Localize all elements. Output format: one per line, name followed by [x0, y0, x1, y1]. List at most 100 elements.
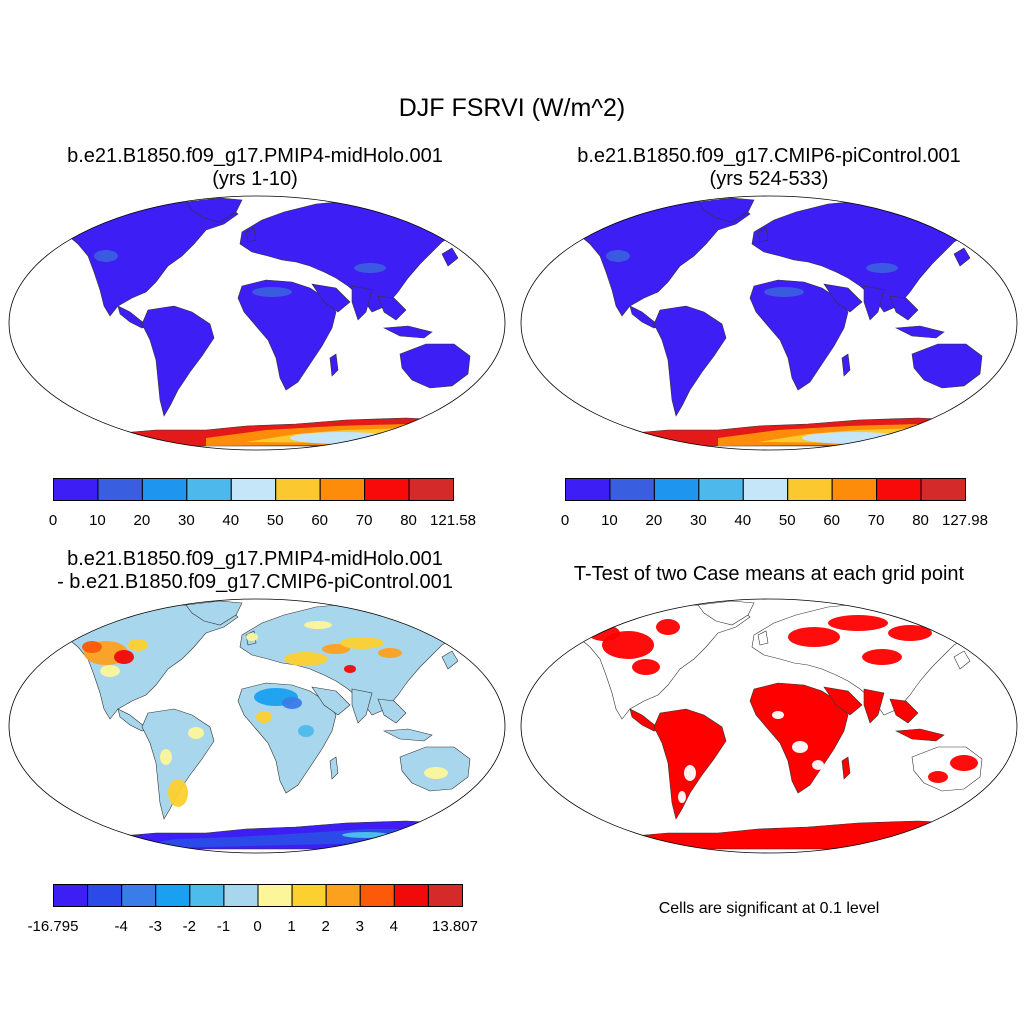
land-newZealand — [995, 383, 1005, 405]
patch-central-asia — [866, 263, 898, 273]
sig-japan — [953, 650, 971, 670]
land-newZealand — [483, 786, 493, 808]
land-australia — [911, 343, 983, 389]
panel-4-title: T-Test of two Case means at each grid po… — [514, 563, 1024, 586]
sig-uk — [757, 630, 769, 646]
panel-4-title-line1: T-Test of two Case means at each grid po… — [573, 563, 965, 585]
land-seAsia — [377, 295, 407, 321]
colorbar-panel-1-labels: 0 10 20 30 40 50 60 70 80 121.58 — [49, 512, 476, 532]
map-land-layer — [65, 197, 493, 447]
land-madagascar — [329, 756, 339, 780]
sig-southAmerica — [653, 708, 727, 820]
colorbar-box-6 — [831, 478, 878, 501]
panel-2-title: b.e21.B1850.f09_g17.CMIP6-piControl.001 … — [514, 145, 1024, 191]
panel-1-title-line2: (yrs 1-10) — [212, 168, 298, 190]
land-arabia — [311, 686, 351, 716]
map-panel-ttest — [520, 598, 1018, 854]
colorbar-tick-label: 70 — [355, 512, 373, 529]
colorbar-box-8 — [325, 884, 361, 907]
antarctic-diff-light — [342, 832, 390, 838]
map-panel-midholo — [8, 195, 506, 451]
diff-spot-13 — [298, 725, 314, 737]
colorbar-tick-label: 80 — [912, 512, 929, 529]
diff-spot-9 — [344, 665, 356, 673]
colorbar-tick-label: -3 — [148, 918, 162, 935]
diff-spot-8 — [378, 648, 402, 658]
land-uk — [757, 227, 769, 243]
colorbar-tick-label: 60 — [311, 512, 328, 529]
colorbar-box-6 — [319, 478, 366, 501]
colorbar-tick-label: 1 — [287, 918, 296, 935]
land-seAsia — [889, 295, 919, 321]
colorbar-tick-label: 4 — [389, 918, 398, 935]
map-border — [520, 195, 1018, 451]
colorbar-box-10 — [393, 884, 429, 907]
nonsig-hole-4 — [812, 760, 824, 770]
diff-spot-1 — [114, 650, 134, 664]
significance-layer — [577, 600, 1005, 850]
land-greenland — [697, 197, 755, 223]
land-africa — [749, 279, 849, 391]
nonsig-hole-3 — [678, 791, 686, 803]
colorbar-panel-1-boxes — [53, 478, 454, 501]
land-indonesia — [894, 325, 945, 339]
colorbar-panel-3-boxes — [53, 884, 463, 907]
colorbar-tick-label: -2 — [182, 918, 196, 935]
sig-antarctica — [605, 820, 993, 850]
land-japan — [441, 650, 459, 670]
colorbar-tick-label: 2 — [321, 918, 330, 935]
sig-madagascar — [841, 756, 851, 780]
colorbar-tick-label: 0 — [48, 512, 58, 529]
colorbar-box-5 — [275, 478, 321, 501]
colorbar-box-7 — [291, 884, 327, 907]
nonsig-hole-0 — [792, 741, 808, 753]
colorbar-box-7 — [876, 478, 922, 501]
diff-spot-12 — [256, 711, 272, 723]
land-southAmerica — [141, 305, 215, 417]
colorbar-box-4 — [189, 884, 225, 907]
sig-indonesia — [894, 728, 945, 742]
colorbar-tick-label: 0 — [560, 512, 570, 529]
colorbar-tick-label: 127.98 — [942, 512, 988, 529]
colorbar-box-7 — [364, 478, 410, 501]
colorbar-box-4 — [742, 478, 789, 501]
map-land-layer — [65, 600, 493, 850]
colorbar-tick-label: 70 — [867, 512, 885, 529]
map-panel-picontrol — [520, 195, 1018, 451]
panel-1-title: b.e21.B1850.f09_g17.PMIP4-midHolo.001 (y… — [0, 145, 510, 191]
colorbar-box-8 — [408, 478, 454, 501]
colorbar-panel-2-labels: 0 10 20 30 40 50 60 70 80 127.98 — [561, 512, 988, 532]
diff-spot-15 — [160, 749, 172, 765]
significance-note: Cells are significant at 0.1 level — [658, 900, 880, 917]
sig-patch-3 — [632, 659, 660, 675]
land-india — [351, 688, 373, 724]
colorbar-panel-3-labels: -16.795 -4 -3 -2 -1 0 1 2 3 4 13.807 — [28, 918, 478, 938]
colorbar-tick-label: 60 — [823, 512, 840, 529]
nonsig-hole-1 — [772, 711, 784, 719]
sig-patch-9 — [950, 755, 978, 771]
colorbar-panel-2-boxes — [565, 478, 966, 501]
diff-spot-18 — [246, 633, 258, 641]
sig-patch-2 — [656, 619, 680, 635]
colorbar-tick-label: 121.58 — [430, 512, 476, 529]
colorbar-tick-label: 50 — [266, 512, 284, 529]
colorbar-tick-label: 20 — [133, 512, 151, 529]
colorbar-box-4 — [230, 478, 277, 501]
land-madagascar — [841, 353, 851, 377]
colorbar-box-9 — [359, 884, 395, 907]
map-panel-difference — [8, 598, 506, 854]
colorbar-box-2 — [653, 478, 700, 501]
colorbar-tick-label: 30 — [689, 512, 707, 529]
colorbar-box-5 — [223, 884, 259, 907]
colorbar-box-6 — [257, 884, 293, 907]
colorbar-panel-3: -16.795 -4 -3 -2 -1 0 1 2 3 4 13.807 — [28, 884, 478, 938]
figure-title: DJF FSRVI (W/m^2) — [398, 94, 626, 122]
diff-spot-4 — [100, 665, 120, 677]
sig-patch-1 — [588, 625, 620, 641]
sig-newZealand — [995, 786, 1005, 808]
colorbar-tick-label: 40 — [222, 512, 240, 529]
land-uk — [245, 227, 257, 243]
panel-3-title: b.e21.B1850.f09_g17.PMIP4-midHolo.001 - … — [0, 548, 510, 594]
colorbar-box-8 — [920, 478, 966, 501]
patch-sahara — [252, 287, 292, 297]
